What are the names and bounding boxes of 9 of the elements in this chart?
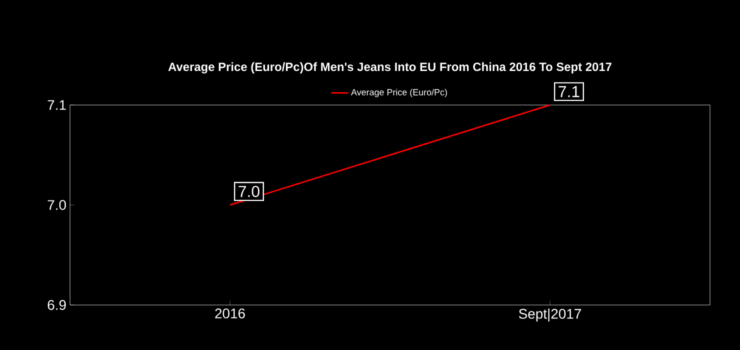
y-tick-label: 7.1 — [48, 100, 66, 110]
data-label: 7.1 — [558, 86, 580, 98]
y-tick-label: 6.9 — [48, 300, 66, 310]
chart-title: Average Price (Euro/Pc)Of Men's Jeans Into EU From China 2016 To Sept 2017 — [168, 62, 612, 74]
data-label: 7.0 — [238, 186, 260, 198]
y-tick-label: 7.0 — [48, 200, 66, 210]
x-tick-label: 2016 — [215, 308, 245, 318]
legend-label: Average Price (Euro/Pc) — [351, 88, 447, 98]
x-tick-label: Sept|2017 — [518, 308, 581, 322]
